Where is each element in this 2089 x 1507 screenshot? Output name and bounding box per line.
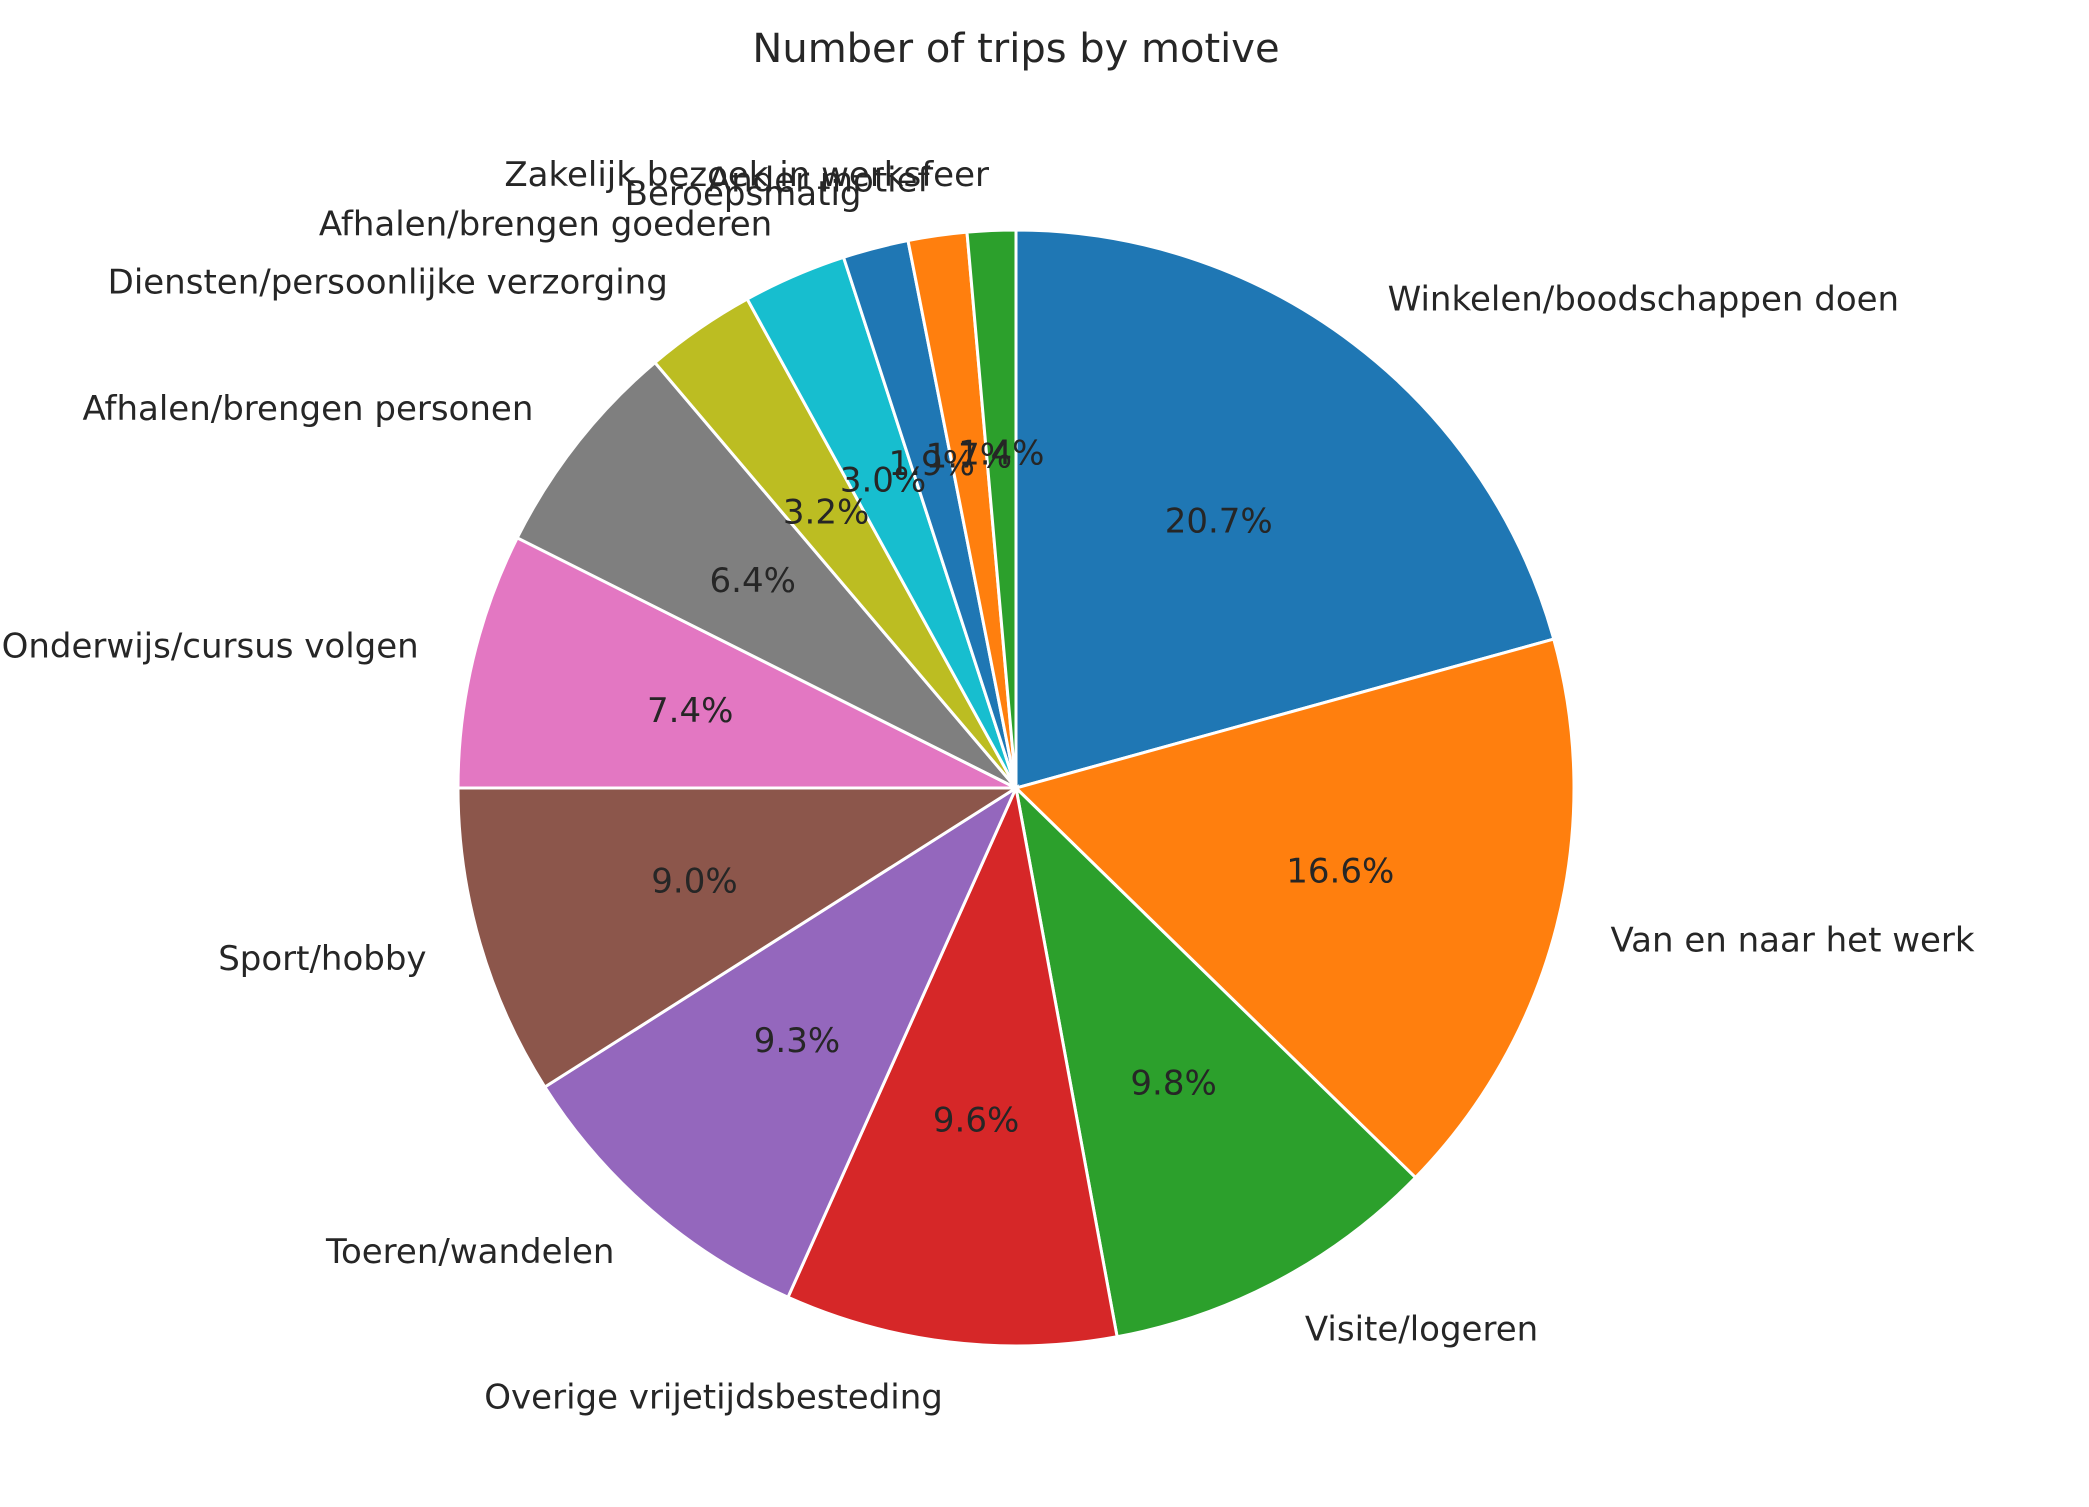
- slice-label: Sport/hobby: [218, 939, 426, 979]
- slice-label: Visite/logeren: [1305, 1310, 1538, 1350]
- percent-label: 6.4%: [710, 561, 796, 601]
- percent-label: 1.7%: [926, 437, 1012, 477]
- percent-label: 16.6%: [1286, 851, 1394, 891]
- percent-label: 7.4%: [647, 691, 733, 731]
- slice-label: Beroepsmatig: [625, 174, 862, 214]
- chart-title: Number of trips by motive: [752, 26, 1279, 72]
- slice-labels: Winkelen/boodschappen doen Van en naar he…: [2, 155, 1975, 1418]
- percent-label: 9.8%: [1130, 1063, 1216, 1103]
- slice-label: Diensten/persoonlijke verzorging: [108, 263, 668, 303]
- percent-label: 9.0%: [651, 861, 737, 901]
- pie-slice: [1013, 637, 1576, 1180]
- slice-label: Van en naar het werk: [1611, 921, 1975, 961]
- pie-slice: [456, 786, 1022, 1090]
- percent-labels: 20.7% 16.6% 9.8% 9.6% 9.3% 9.0% 7.4% 6.4% 3.2%3.…: [647, 434, 1394, 1141]
- slice-label: Onderwijs/cursus volgen: [2, 627, 419, 667]
- percent-label: 1.9%: [889, 444, 975, 484]
- percent-label: 20.7%: [1165, 502, 1273, 542]
- pie-slice: [1013, 783, 1418, 1339]
- percent-label: 3.0%: [840, 461, 926, 501]
- pie-slice: [456, 535, 1017, 790]
- slice-label: Zakelijk bezoek in werksfeer: [504, 155, 989, 195]
- slice-label: Ander motief: [708, 160, 931, 200]
- percent-label: 1.4%: [958, 434, 1044, 474]
- pie-slice: [515, 360, 1018, 790]
- slice-label: Afhalen/brengen goederen: [319, 205, 772, 245]
- pie-slice: [542, 784, 1020, 1300]
- percent-label: 9.3%: [754, 1021, 840, 1061]
- slice-label: Toeren/wandelen: [325, 1232, 614, 1272]
- pie-slice: [1014, 228, 1556, 790]
- pie-slice: [785, 782, 1119, 1348]
- slice-label: Afhalen/brengen personen: [82, 389, 533, 429]
- slice-label: Overige vrijetijdsbesteding: [484, 1377, 943, 1417]
- percent-label: 9.6%: [933, 1100, 1019, 1140]
- pie-slice: [965, 228, 1018, 789]
- slice-label: Winkelen/boodschappen doen: [1388, 279, 1899, 319]
- percent-label: 3.2%: [783, 492, 869, 532]
- pie-slices: [456, 228, 1576, 1348]
